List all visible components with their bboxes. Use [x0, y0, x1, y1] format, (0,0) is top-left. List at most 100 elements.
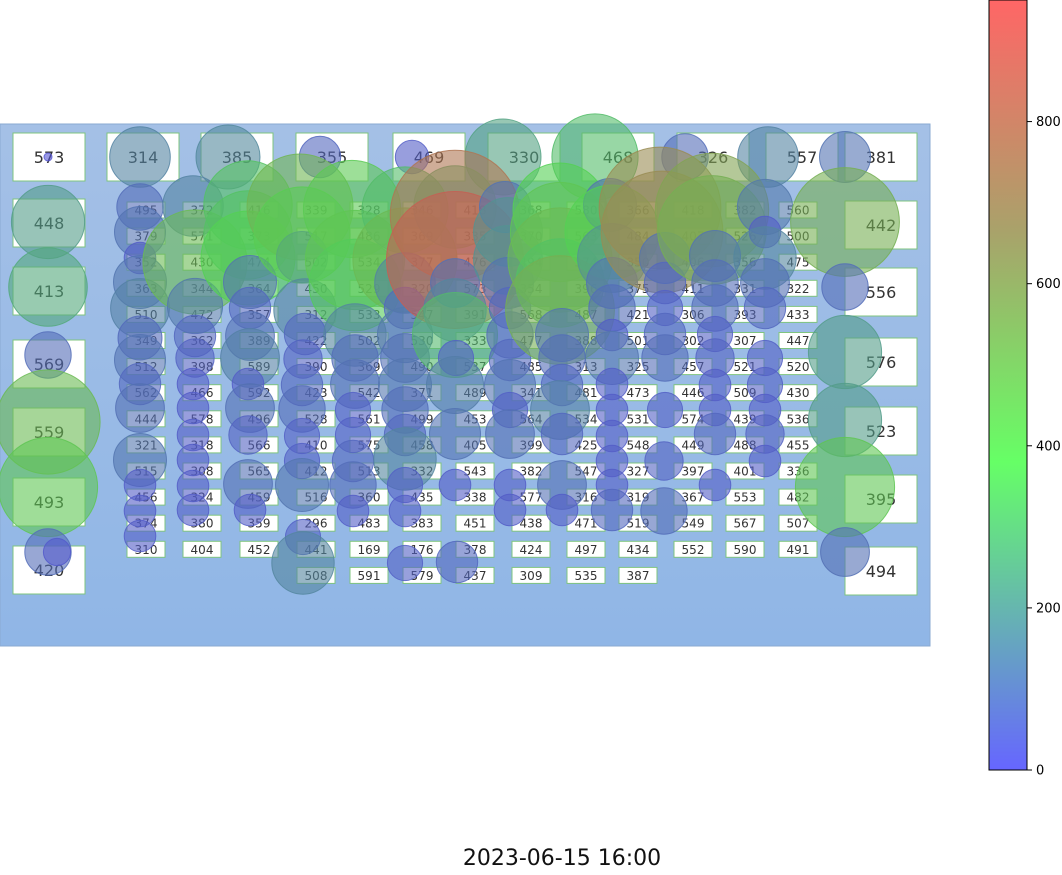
room-box-small: 404	[182, 540, 222, 558]
bubble-point	[426, 356, 484, 414]
room-label: 455	[787, 438, 810, 452]
room-box-small: 553	[725, 488, 765, 506]
bubble-point	[743, 286, 787, 330]
bubble-point	[388, 494, 422, 528]
room-label: 473	[627, 386, 650, 400]
bubble-point	[438, 468, 472, 502]
bubble-point	[42, 537, 72, 567]
room-label: 520	[787, 360, 810, 374]
room-label: 169	[358, 543, 381, 557]
room-label: 497	[575, 543, 598, 557]
room-box-small: 552	[673, 540, 713, 558]
room-box-small: 309	[511, 566, 551, 584]
room-box-small: 591	[349, 566, 389, 584]
colorbar-tick-label: 400	[1036, 439, 1061, 454]
colorbar-tick-label: 600	[1036, 277, 1061, 292]
room-label: 307	[734, 334, 757, 348]
room-label: 404	[191, 543, 214, 557]
room-label: 471	[575, 517, 598, 531]
colorbar-tick-label: 200	[1036, 601, 1061, 616]
room-label: 381	[866, 148, 897, 167]
room-label: 322	[787, 282, 810, 296]
room-box-small: 169	[349, 540, 389, 558]
room-label: 535	[575, 569, 598, 583]
room-label: 382	[520, 465, 543, 479]
room-box-small: 535	[566, 566, 606, 584]
bubble-point	[646, 391, 684, 429]
bubble-point	[429, 408, 481, 460]
room-box-small: 387	[618, 566, 658, 584]
room-label: 590	[734, 543, 757, 557]
bubble-point	[807, 314, 883, 390]
room-label: 452	[248, 543, 271, 557]
room-box-small: 451	[455, 514, 495, 532]
room-label: 430	[787, 386, 810, 400]
room-label: 451	[464, 517, 487, 531]
room-label: 491	[787, 543, 810, 557]
bubble-point	[748, 444, 782, 478]
room-box-small: 548	[618, 436, 658, 454]
bubble-point	[820, 527, 870, 577]
room-label: 553	[734, 491, 757, 505]
room-label: 552	[682, 543, 705, 557]
bubble-point	[698, 468, 732, 502]
room-label: 424	[520, 543, 543, 557]
bubble-point	[540, 412, 584, 456]
colorbar-gradient	[988, 0, 1028, 771]
colorbar: 0 200 400 600 800	[988, 0, 1061, 779]
room-label: 543	[464, 465, 487, 479]
room-label: 397	[682, 465, 705, 479]
room-label: 387	[627, 569, 650, 583]
room-label: 536	[787, 412, 810, 426]
room-label: 531	[627, 412, 650, 426]
room-box-small: 520	[778, 358, 818, 376]
timestamp-label: 2023-06-15 16:00	[462, 846, 662, 871]
bubble-point	[641, 334, 689, 382]
bubble-point	[485, 409, 535, 459]
room-box-small: 473	[618, 384, 658, 402]
room-label: 338	[464, 491, 487, 505]
room-label: 556	[866, 283, 897, 302]
room-box-small: 452	[239, 540, 279, 558]
bubble-point	[109, 126, 171, 188]
bubble-point	[640, 487, 688, 535]
room-label: 591	[358, 569, 381, 583]
colorbar-tick-label: 0	[1036, 764, 1044, 779]
room-box-small: 424	[511, 540, 551, 558]
bubble-point	[821, 263, 869, 311]
room-label: 367	[682, 491, 705, 505]
bubble-point	[336, 494, 370, 528]
room-label: 327	[627, 465, 650, 479]
room-box-small: 567	[725, 514, 765, 532]
colorbar-ticks: 0 200 400 600 800	[1027, 115, 1061, 779]
bubble-point	[693, 412, 737, 456]
room-label: 567	[734, 517, 757, 531]
room-label: 549	[682, 517, 705, 531]
room-label: 309	[520, 569, 543, 583]
bubble-point	[228, 415, 268, 455]
room-label: 434	[627, 543, 650, 557]
room-box-small: 590	[725, 540, 765, 558]
room-label: 494	[866, 562, 897, 581]
bubble-point	[0, 436, 99, 538]
bubble-point	[545, 493, 579, 527]
room-box-small: 434	[618, 540, 658, 558]
bubble-point	[233, 493, 267, 527]
bubble-point	[176, 493, 210, 527]
room-label: 507	[787, 517, 810, 531]
bubble-point	[8, 247, 88, 327]
colorbar-tick-label: 800	[1036, 115, 1061, 130]
bubble-point	[386, 544, 424, 582]
room-label: 433	[787, 308, 810, 322]
room-label: 447	[787, 334, 810, 348]
bubble-point	[790, 167, 900, 277]
room-box-small: 447	[778, 332, 818, 349]
room-label: 438	[520, 517, 543, 531]
room-label: 446	[682, 386, 705, 400]
bubble-point	[794, 436, 896, 538]
bubble-point	[493, 493, 527, 527]
bubble-point	[115, 383, 165, 433]
room-box-small: 430	[778, 384, 818, 402]
room-box-small: 491	[778, 540, 818, 558]
